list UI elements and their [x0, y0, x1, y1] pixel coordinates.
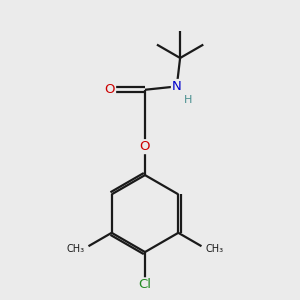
Text: CH₃: CH₃ [206, 244, 224, 254]
Text: CH₃: CH₃ [66, 244, 85, 254]
Text: N: N [172, 80, 182, 93]
Text: O: O [105, 83, 115, 96]
Text: Cl: Cl [139, 278, 152, 291]
Text: H: H [184, 95, 193, 105]
Text: O: O [140, 140, 150, 153]
